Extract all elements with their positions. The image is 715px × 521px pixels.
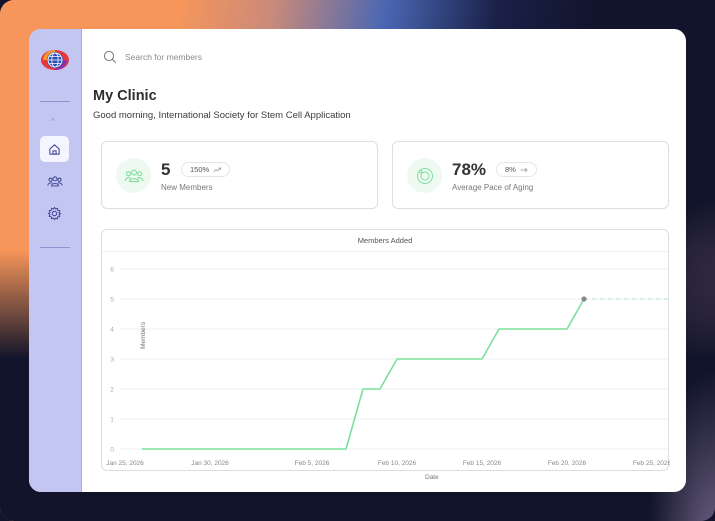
- svg-text:Jan 25, 2026: Jan 25, 2026: [106, 460, 144, 467]
- search-icon: [103, 50, 117, 64]
- svg-text:Feb 25, 2026: Feb 25, 2026: [633, 460, 670, 467]
- svg-text:1: 1: [110, 417, 114, 424]
- svg-text:6: 6: [110, 267, 114, 274]
- users-icon: [46, 175, 63, 186]
- sidebar: ^: [29, 29, 82, 492]
- svg-text:Feb 15, 2026: Feb 15, 2026: [463, 460, 502, 467]
- search-input[interactable]: [125, 52, 325, 62]
- chart-plot: 0 1 2 3 4 5 6 Jan 25, 2026 Jan 30, 2026 Feb 5, 20…: [106, 267, 670, 468]
- trend-up-icon: [213, 167, 222, 172]
- main-content: My Clinic Good morning, International So…: [82, 29, 686, 492]
- stat-value: 5: [161, 160, 171, 179]
- home-icon: [49, 143, 60, 155]
- ring-icon: [416, 167, 433, 184]
- chart-x-axis-label: Date: [425, 474, 439, 481]
- svg-text:Feb 10, 2026: Feb 10, 2026: [378, 460, 417, 467]
- chart-y-axis-label: Members: [140, 321, 147, 349]
- chart-title: Members Added: [102, 230, 668, 252]
- gear-icon: [47, 206, 62, 220]
- arrow-right-icon: [520, 167, 528, 172]
- badge-text: 150%: [190, 165, 210, 174]
- svg-text:Feb 20, 2026: Feb 20, 2026: [548, 460, 587, 467]
- stat-change-badge: 150%: [181, 162, 231, 177]
- collapse-caret-icon[interactable]: ^: [51, 117, 55, 126]
- stat-icon-circle: [116, 158, 151, 193]
- app-window: ^ My Clinic G: [29, 29, 686, 492]
- stat-label: New Members: [161, 183, 213, 192]
- stat-label: Average Pace of Aging: [452, 183, 534, 192]
- page-title: My Clinic: [93, 88, 157, 104]
- svg-text:0: 0: [110, 447, 114, 454]
- svg-text:Jan 30, 2026: Jan 30, 2026: [191, 460, 229, 467]
- svg-text:3: 3: [110, 357, 114, 364]
- stat-value: 78%: [452, 160, 487, 179]
- search-bar[interactable]: [103, 50, 325, 64]
- svg-text:5: 5: [110, 297, 114, 304]
- badge-text: 8%: [505, 165, 516, 174]
- sidebar-divider: [40, 247, 70, 248]
- sidebar-item-home[interactable]: [40, 136, 69, 162]
- stat-icon-circle: [407, 158, 442, 193]
- sidebar-item-settings[interactable]: [40, 200, 69, 226]
- globe-logo-icon[interactable]: [40, 47, 70, 73]
- svg-text:Feb 5, 2026: Feb 5, 2026: [295, 460, 330, 467]
- svg-text:2: 2: [110, 387, 114, 394]
- stat-card-pace-of-aging: 78% 8% Average Pace of Aging: [392, 141, 669, 209]
- sidebar-divider: [40, 101, 70, 102]
- greeting-text: Good morning, International Society for …: [93, 110, 351, 121]
- stat-card-new-members: 5 150% New Members: [101, 141, 378, 209]
- users-icon: [124, 169, 143, 182]
- svg-text:4: 4: [110, 327, 114, 334]
- stat-change-badge: 8%: [496, 162, 537, 177]
- sidebar-item-members[interactable]: [40, 168, 69, 194]
- members-added-chart: Members Added 0 1 2 3 4 5 6 Jan 25, 2026 Jan 30,…: [101, 229, 670, 471]
